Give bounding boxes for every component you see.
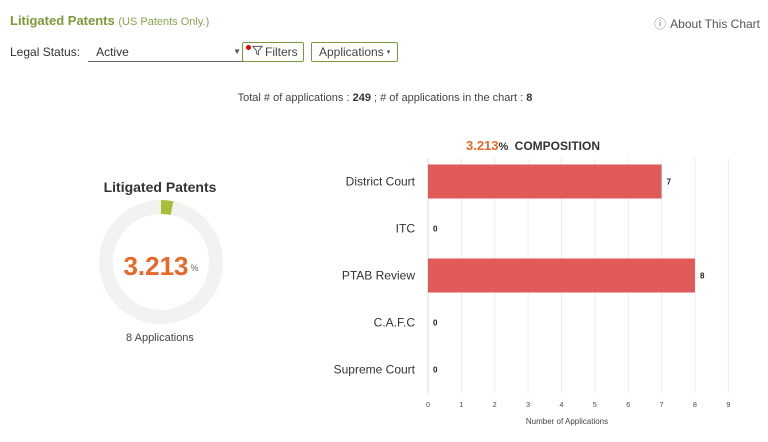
chart-title: 3.213% COMPOSITION	[428, 138, 638, 153]
x-tick-label: 7	[660, 402, 664, 409]
bar	[428, 258, 695, 293]
x-tick-label: 4	[560, 402, 564, 409]
about-chart-link[interactable]: ⓘ About This Chart	[654, 15, 760, 32]
legal-status-select[interactable]: Active ▼	[88, 42, 246, 62]
legal-status-label: Legal Status:	[10, 45, 81, 59]
x-tick-label: 5	[593, 402, 597, 409]
donut-caption: 8 Applications	[126, 332, 194, 344]
page-title: Litigated Patents	[10, 13, 115, 28]
donut-value-unit: %	[190, 263, 199, 274]
donut-value-number: 3.213	[123, 251, 189, 281]
summary-prefix: Total # of applications :	[237, 92, 353, 104]
applications-label: Applications	[319, 45, 384, 59]
category-label: Supreme Court	[334, 363, 416, 377]
x-tick-label: 2	[493, 402, 497, 409]
applications-summary: Total # of applications : 249 ; # of app…	[0, 92, 768, 104]
donut-value: 3.213%	[100, 251, 222, 282]
x-tick-label: 8	[693, 402, 697, 409]
about-chart-label: About This Chart	[670, 16, 760, 31]
x-tick-label: 0	[426, 402, 430, 409]
category-label: C.A.F.C	[374, 316, 416, 330]
bar	[428, 164, 662, 199]
x-tick-label: 1	[459, 402, 463, 409]
summary-in-chart: 8	[526, 92, 533, 104]
applications-dropdown-button[interactable]: Applications ▾	[311, 42, 398, 62]
x-tick-label: 3	[526, 402, 530, 409]
filter-active-indicator	[246, 45, 251, 50]
data-label: 0	[433, 319, 438, 328]
summary-middle: ; # of applications in the chart :	[370, 92, 527, 104]
chevron-down-icon: ▼	[233, 47, 242, 56]
donut-title: Litigated Patents	[103, 179, 217, 195]
summary-total: 249	[352, 92, 371, 104]
filters-button[interactable]: Filters	[242, 42, 304, 62]
data-label: 8	[700, 272, 705, 281]
chart-title-value: 3.213	[465, 138, 499, 153]
chart-title-unit: %	[498, 141, 509, 153]
filters-label: Filters	[265, 45, 298, 59]
category-label: ITC	[396, 222, 416, 236]
legal-status-row: Legal Status: Active ▼	[10, 40, 246, 64]
donut-chart	[99, 200, 223, 324]
data-label: 0	[433, 366, 438, 375]
data-label: 7	[667, 178, 672, 187]
category-label: PTAB Review	[342, 269, 415, 283]
legal-status-value: Active	[96, 44, 129, 59]
x-tick-label: 9	[726, 402, 730, 409]
data-label: 0	[433, 225, 438, 234]
info-circle-icon: ⓘ	[654, 17, 667, 31]
chart-title-text: COMPOSITION	[514, 139, 600, 153]
x-axis-label: Number of Applications	[526, 417, 608, 426]
donut-value-arc	[160, 200, 174, 216]
x-tick-label: 6	[626, 402, 630, 409]
chart-header: Litigated Patents (US Patents Only.)	[10, 13, 209, 28]
caret-down-icon: ▾	[386, 49, 391, 56]
funnel-icon	[251, 45, 264, 59]
page-subtitle: (US Patents Only.)	[118, 16, 210, 28]
category-label: District Court	[346, 175, 416, 189]
